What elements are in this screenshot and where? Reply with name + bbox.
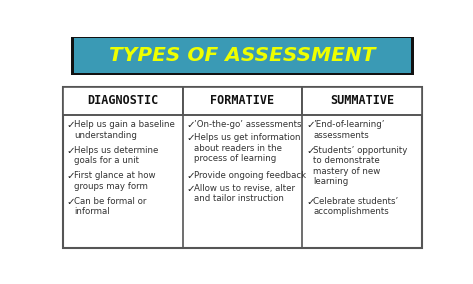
Text: FORMATIVE: FORMATIVE: [210, 94, 274, 107]
Text: DIAGNOSTIC: DIAGNOSTIC: [87, 94, 158, 107]
Text: Helps us determine
goals for a unit: Helps us determine goals for a unit: [74, 146, 158, 165]
Text: First glance at how
groups may form: First glance at how groups may form: [74, 171, 155, 191]
Text: ✓: ✓: [186, 133, 195, 143]
FancyBboxPatch shape: [63, 87, 183, 115]
FancyBboxPatch shape: [183, 87, 302, 115]
Text: Students’ opportunity
to demonstrate
mastery of new
learning: Students’ opportunity to demonstrate mas…: [313, 146, 408, 186]
FancyBboxPatch shape: [74, 38, 411, 74]
Text: ✓: ✓: [306, 120, 315, 130]
Text: ✓: ✓: [306, 197, 315, 206]
Text: ✓: ✓: [66, 171, 75, 181]
Text: Helps us get information
about readers in the
process of learning: Helps us get information about readers i…: [193, 133, 300, 163]
Text: Can be formal or
informal: Can be formal or informal: [74, 197, 146, 216]
Text: SUMMATIVE: SUMMATIVE: [330, 94, 394, 107]
Text: Help us gain a baseline
understanding: Help us gain a baseline understanding: [74, 120, 175, 140]
Text: Celebrate students’
accomplishments: Celebrate students’ accomplishments: [313, 197, 399, 216]
Text: Allow us to revise, alter
and tailor instruction: Allow us to revise, alter and tailor ins…: [193, 184, 295, 203]
FancyBboxPatch shape: [63, 87, 422, 249]
Text: ✓: ✓: [306, 146, 315, 156]
Text: ✓: ✓: [186, 184, 195, 194]
FancyBboxPatch shape: [302, 87, 422, 115]
Text: ✓: ✓: [186, 171, 195, 181]
Text: ✓: ✓: [66, 197, 75, 206]
FancyBboxPatch shape: [71, 37, 414, 75]
Text: ✓: ✓: [66, 120, 75, 130]
Text: ✓: ✓: [186, 120, 195, 130]
Text: Provide ongoing feedback: Provide ongoing feedback: [193, 171, 306, 180]
Text: ’On-the-go’ assessments: ’On-the-go’ assessments: [193, 120, 301, 130]
Text: ’End-of-learning’
assessments: ’End-of-learning’ assessments: [313, 120, 385, 140]
Text: TYPES OF ASSESSMENT: TYPES OF ASSESSMENT: [109, 47, 376, 65]
Text: ✓: ✓: [66, 146, 75, 156]
